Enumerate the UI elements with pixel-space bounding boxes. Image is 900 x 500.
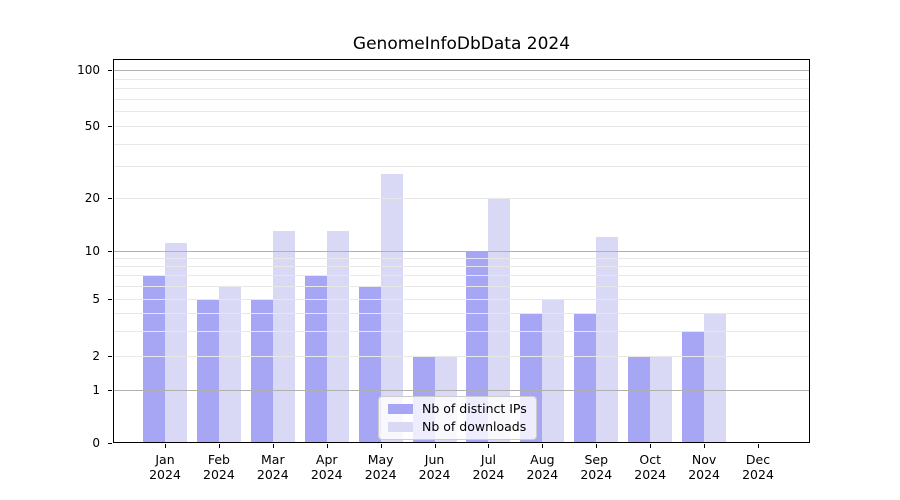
gridline-minor-7 — [114, 275, 809, 277]
bar-ips-mar — [250, 298, 273, 442]
y-tick-label-0: 0 — [92, 435, 100, 450]
gridline-minor-9 — [114, 257, 809, 259]
gridline-minor-2 — [114, 356, 809, 357]
x-tick-jun — [434, 444, 436, 448]
gridline-major-10 — [114, 250, 809, 252]
bar-downloads-jul — [488, 198, 511, 442]
plot-area — [113, 59, 810, 443]
x-tick-label-apr: Apr 2024 — [310, 452, 343, 482]
x-tick-jan — [165, 444, 166, 448]
gridline-minor-80 — [114, 88, 809, 90]
y-tick-2 — [108, 356, 112, 357]
legend-item-distinct-ips: Nb of distinct IPs — [388, 402, 527, 416]
bar-ips-jul — [466, 250, 489, 442]
gridline-minor-6 — [114, 285, 809, 287]
x-tick-label-feb: Feb 2024 — [203, 452, 235, 482]
y-tick-100 — [108, 70, 112, 71]
y-tick-10 — [108, 250, 112, 252]
bar-downloads-jan — [165, 243, 187, 442]
x-tick-may — [380, 444, 382, 448]
y-tick-label-2: 2 — [92, 349, 100, 363]
y-tick-5 — [108, 298, 112, 300]
y-tick-label-100: 100 — [77, 63, 100, 77]
x-tick-nov — [704, 444, 706, 448]
legend-swatch-downloads — [388, 422, 413, 432]
x-tick-label-sep: Sep 2024 — [580, 452, 613, 482]
gridline-major-1 — [114, 389, 809, 391]
bar-ips-nov — [682, 330, 705, 442]
gridline-minor-20 — [114, 198, 809, 199]
bar-downloads-may — [380, 174, 403, 442]
legend-label-downloads: Nb of downloads — [422, 419, 527, 434]
x-tick-feb — [218, 444, 220, 448]
y-tick-label-1: 1 — [92, 382, 100, 397]
x-tick-aug — [542, 444, 544, 448]
gridline-minor-50 — [114, 126, 809, 127]
x-tick-oct — [650, 444, 652, 448]
bar-downloads-oct — [650, 356, 673, 442]
x-tick-jul — [488, 444, 490, 448]
y-tick-label-50: 50 — [84, 119, 100, 133]
bar-downloads-sep — [596, 236, 619, 442]
gridline-minor-60 — [114, 111, 809, 113]
legend: Nb of distinct IPs Nb of downloads — [378, 396, 537, 440]
legend-swatch-distinct-ips — [388, 404, 413, 414]
x-tick-label-jul: Jul 2024 — [472, 452, 505, 482]
x-tick-label-oct: Oct 2024 — [634, 452, 667, 482]
bar-ips-sep — [574, 312, 597, 442]
gridline-major-100 — [114, 70, 809, 71]
gridline-minor-40 — [114, 143, 809, 145]
y-tick-50 — [108, 126, 112, 127]
x-tick-label-jun: Jun 2024 — [418, 452, 451, 482]
bar-ips-feb — [196, 298, 219, 442]
x-tick-mar — [272, 444, 274, 448]
y-tick-20 — [108, 198, 112, 199]
y-tick-0 — [108, 442, 112, 444]
gridline-minor-30 — [114, 166, 809, 168]
x-tick-label-may: May 2024 — [364, 452, 397, 482]
gridline-minor-5 — [114, 298, 809, 300]
x-tick-sep — [596, 444, 598, 448]
bar-ips-jan — [143, 275, 165, 442]
bar-downloads-mar — [272, 230, 295, 442]
x-tick-label-nov: Nov 2024 — [688, 452, 720, 482]
gridline-minor-8 — [114, 265, 809, 267]
x-tick-label-dec: Dec 2024 — [742, 452, 774, 482]
gridline-minor-70 — [114, 98, 809, 100]
x-tick-dec — [758, 444, 759, 448]
y-tick-1 — [108, 389, 112, 391]
x-tick-label-aug: Aug 2024 — [526, 452, 559, 482]
gridline-minor-4 — [114, 312, 809, 314]
bar-ips-oct — [628, 356, 651, 442]
bar-ips-may — [358, 285, 381, 442]
chart-title: GenomeInfoDbData 2024 — [352, 34, 571, 54]
bar-ips-apr — [304, 275, 327, 442]
gridline-minor-90 — [114, 78, 809, 80]
y-tick-label-5: 5 — [92, 291, 100, 306]
bar-downloads-aug — [542, 298, 565, 442]
legend-label-distinct-ips: Nb of distinct IPs — [422, 401, 527, 416]
bar-downloads-feb — [218, 285, 241, 442]
gridline-minor-3 — [114, 330, 809, 332]
x-tick-apr — [326, 444, 328, 448]
y-tick-label-20: 20 — [84, 191, 100, 205]
bar-downloads-apr — [326, 230, 349, 442]
x-tick-label-mar: Mar 2024 — [256, 452, 289, 482]
bar-downloads-nov — [704, 312, 727, 442]
legend-item-downloads: Nb of downloads — [388, 420, 527, 434]
x-tick-label-jan: Jan 2024 — [149, 452, 181, 482]
y-tick-label-10: 10 — [84, 243, 100, 258]
